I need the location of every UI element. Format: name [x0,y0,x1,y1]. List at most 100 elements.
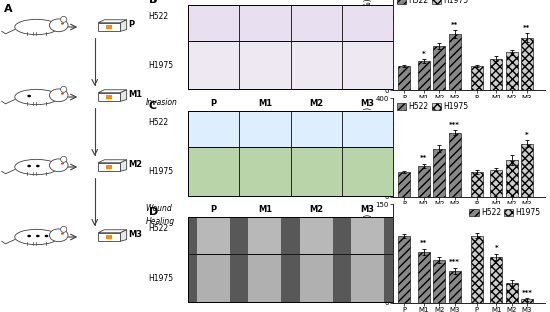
Bar [98,233,120,241]
Bar [505,160,518,197]
Bar [239,217,290,253]
Bar [333,253,342,302]
Bar [239,253,290,302]
Circle shape [61,22,64,25]
Text: M1: M1 [258,99,272,108]
Text: **: ** [420,241,427,246]
Circle shape [50,229,68,242]
Bar [290,111,342,148]
Text: *: * [494,245,498,251]
Y-axis label: Relative Migration (%): Relative Migration (%) [364,0,373,84]
Bar [505,283,518,303]
Bar [398,236,410,303]
Text: H522: H522 [148,118,168,127]
Polygon shape [120,20,127,31]
Y-axis label: Relative Invasion (%): Relative Invasion (%) [364,107,373,188]
Bar [433,46,446,90]
Text: M3: M3 [129,230,142,239]
Bar [342,253,351,302]
Text: ***: *** [449,260,460,266]
Circle shape [28,165,31,167]
Bar [490,59,502,90]
Polygon shape [120,160,127,171]
Bar [521,38,533,90]
Legend: H522, H1975: H522, H1975 [397,0,468,5]
Bar [239,253,249,302]
Circle shape [61,232,64,235]
Polygon shape [98,90,126,93]
Text: M2: M2 [309,99,323,108]
Bar [384,253,393,302]
Text: B: B [148,0,157,5]
Text: M1: M1 [129,90,142,99]
Polygon shape [120,90,127,101]
Bar [239,41,290,90]
Polygon shape [98,160,126,163]
Y-axis label: Relative breadth (%): Relative breadth (%) [364,214,373,293]
Text: **: ** [524,25,531,31]
Bar [98,23,120,31]
Bar [342,217,393,253]
Text: M3: M3 [361,0,375,2]
Bar [490,169,502,197]
Bar [188,217,239,253]
Bar [188,253,239,302]
Ellipse shape [60,86,67,92]
Ellipse shape [60,227,67,232]
Text: D: D [148,207,158,217]
Bar [398,172,410,197]
Polygon shape [120,230,127,241]
Text: Wound: Wound [146,204,173,213]
Text: P: P [211,205,217,214]
Circle shape [61,93,64,95]
Ellipse shape [60,16,67,22]
Circle shape [50,89,68,102]
Bar [449,34,461,90]
Text: *: * [422,51,426,56]
Text: H522: H522 [148,224,168,233]
Text: P: P [129,20,135,29]
Ellipse shape [60,156,67,162]
Bar [470,236,482,303]
Bar [398,66,410,90]
Bar [106,165,112,169]
Text: ***: *** [521,290,532,295]
Bar [470,172,482,197]
Bar [188,111,239,148]
Legend: H522, H1975: H522, H1975 [470,208,541,217]
Bar [230,217,239,253]
Bar [505,52,518,90]
Bar [188,217,393,302]
Circle shape [61,163,64,165]
Bar [188,253,197,302]
Bar [490,257,502,303]
Bar [290,148,342,196]
Bar [98,93,120,101]
Text: *: * [525,132,529,138]
Bar [188,41,239,90]
Text: M3: M3 [361,99,375,108]
Text: H1975: H1975 [148,61,173,71]
Polygon shape [98,230,126,233]
Text: H522: H522 [148,12,168,21]
Bar [418,61,430,90]
Bar [342,111,393,148]
Ellipse shape [15,159,58,175]
Bar [342,148,393,196]
Bar [290,253,300,302]
Bar [521,300,533,303]
Bar [290,5,342,41]
Circle shape [36,235,40,237]
Bar [188,217,197,253]
Circle shape [28,235,31,237]
Bar [290,253,342,302]
Text: M1: M1 [258,0,272,2]
Circle shape [50,159,68,172]
Text: P: P [211,0,217,2]
Bar [98,163,120,171]
Text: C: C [148,101,157,111]
Text: M2: M2 [309,205,323,214]
Circle shape [28,95,31,97]
Bar [281,253,290,302]
Bar [449,133,461,197]
